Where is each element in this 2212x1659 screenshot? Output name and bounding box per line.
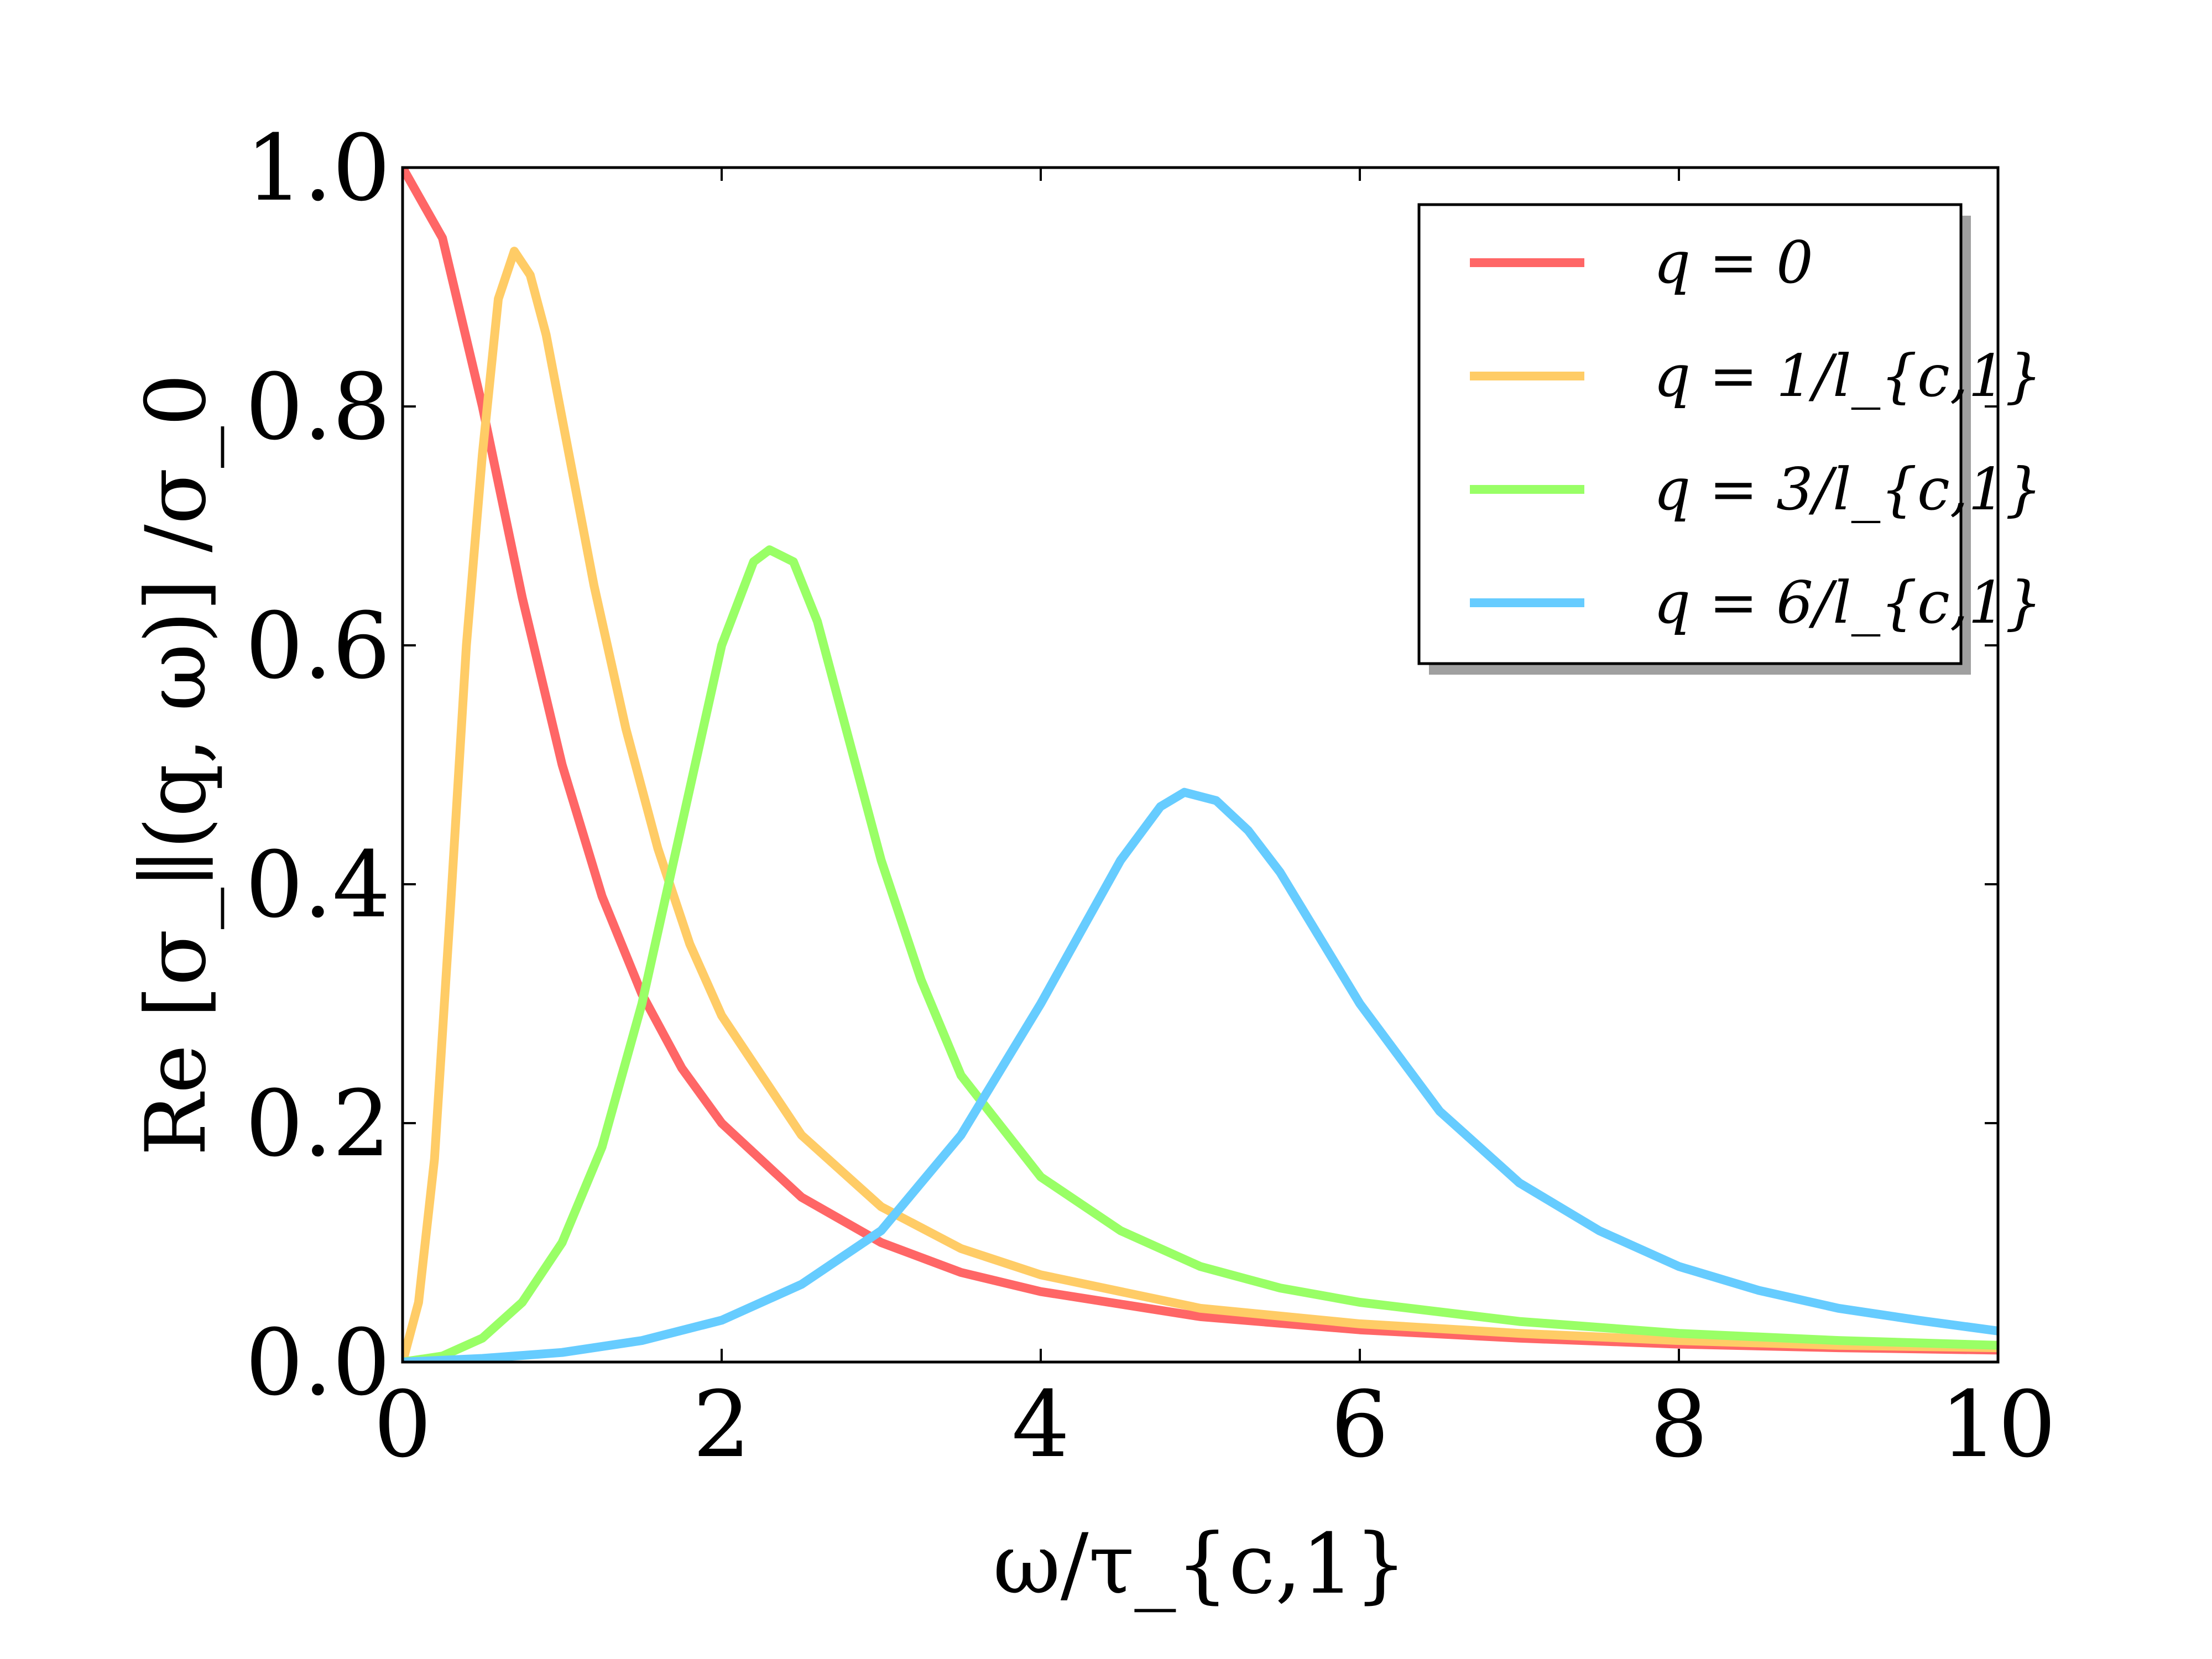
plot-frame (401, 166, 2000, 1364)
x-tick-label-0: 0 (374, 1371, 432, 1478)
series-line-2 (403, 545, 1998, 1362)
legend-label-2: q = 3/l_{c,1} (1653, 456, 2042, 523)
x-tick-labels: 0 2 4 6 8 10 (374, 1371, 2056, 1478)
y-tick-label-5: 1.0 (246, 115, 390, 221)
legend-label-0: q = 0 (1653, 229, 1813, 296)
y-tick-label-2: 0.4 (246, 832, 390, 938)
y-tick-label-0: 0.0 (246, 1310, 390, 1416)
y-tick-labels: 0.0 0.2 0.4 0.6 0.8 1.0 (246, 115, 390, 1416)
plot-lines (403, 168, 1998, 1362)
x-tick-label-1: 2 (693, 1371, 751, 1478)
series-line-1 (403, 247, 1998, 1362)
legend-box (1417, 203, 1963, 665)
x-tick-label-3: 6 (1331, 1371, 1389, 1478)
x-tick-label-4: 8 (1650, 1371, 1708, 1478)
legend: q = 0 q = 1/l_{c,1}q = 3/l_{c,1}q = 6/l_{… (1417, 203, 2042, 675)
legend-label-1: q = 1/l_{c,1} (1653, 342, 2042, 410)
legend-label-3: q = 6/l_{c,1} (1653, 569, 2042, 637)
legend-items: q = 0 q = 1/l_{c,1}q = 3/l_{c,1}q = 6/l_{… (1470, 229, 2042, 637)
series-line-3 (403, 787, 1998, 1362)
y-tick-label-1: 0.2 (246, 1071, 390, 1177)
y-axis-label: Re [σ_∥(q, ω)] /σ_0 (128, 374, 225, 1156)
x-axis-label: ω/τ_{c,1} (993, 1516, 1407, 1613)
x-tick-label-5: 10 (1940, 1371, 2056, 1478)
y-tick-label-4: 0.8 (246, 354, 390, 460)
y-tick-label-3: 0.6 (246, 593, 390, 699)
series-line-0 (403, 168, 1998, 1355)
x-tick-label-2: 4 (1012, 1371, 1070, 1478)
